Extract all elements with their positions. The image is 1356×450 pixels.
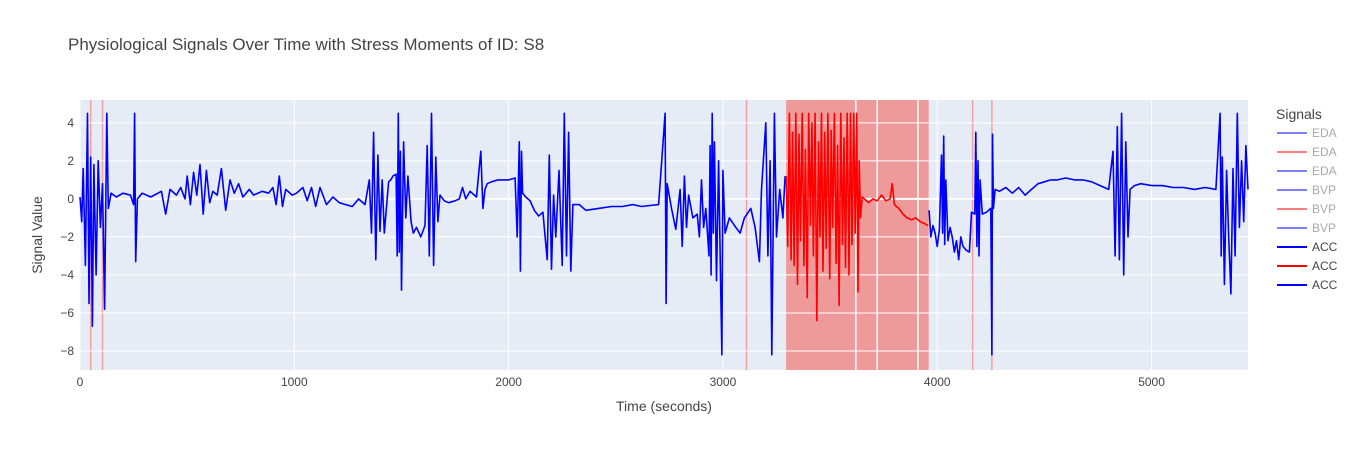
x-axis-ticks: 0 1000 2000 3000 4000 5000	[77, 375, 1166, 389]
x-tick-label: 3000	[710, 375, 737, 389]
legend-item-acc[interactable]: ACC	[1277, 259, 1338, 273]
legend-item-eda[interactable]: EDA	[1277, 164, 1337, 178]
x-tick-label: 0	[77, 375, 84, 389]
legend-item-acc[interactable]: ACC	[1277, 240, 1338, 254]
legend-item-bvp[interactable]: BVP	[1277, 183, 1336, 197]
chart-title: Physiological Signals Over Time with Str…	[68, 35, 544, 54]
legend-label: ACC	[1312, 278, 1338, 292]
y-tick-label: −8	[60, 344, 74, 358]
y-tick-label: −4	[60, 268, 74, 282]
y-axis-title: Signal Value	[29, 196, 45, 274]
legend-label: EDA	[1312, 145, 1337, 159]
legend-item-bvp[interactable]: BVP	[1277, 221, 1336, 235]
y-tick-label: −6	[60, 306, 74, 320]
legend-item-acc[interactable]: ACC	[1277, 278, 1338, 292]
legend-label: ACC	[1312, 240, 1338, 254]
legend-label: EDA	[1312, 164, 1337, 178]
plot-background	[80, 100, 1248, 370]
y-tick-label: −2	[60, 230, 74, 244]
y-axis-ticks: −8 −6 −4 −2 0 2 4	[60, 116, 74, 358]
x-tick-label: 1000	[281, 375, 308, 389]
legend-label: BVP	[1312, 221, 1336, 235]
legend[interactable]: EDA EDA EDA BVP BVP BVP ACC ACC ACC	[1277, 126, 1338, 292]
legend-label: ACC	[1312, 259, 1338, 273]
legend-item-bvp[interactable]: BVP	[1277, 202, 1336, 216]
x-tick-label: 5000	[1138, 375, 1165, 389]
x-axis-title: Time (seconds)	[616, 398, 712, 414]
legend-item-eda[interactable]: EDA	[1277, 126, 1337, 140]
legend-item-eda[interactable]: EDA	[1277, 145, 1337, 159]
legend-label: EDA	[1312, 126, 1337, 140]
legend-label: BVP	[1312, 202, 1336, 216]
x-tick-label: 4000	[924, 375, 951, 389]
legend-title: Signals	[1276, 106, 1322, 122]
y-tick-label: 4	[67, 116, 74, 130]
y-tick-label: 2	[67, 154, 74, 168]
x-tick-label: 2000	[495, 375, 522, 389]
legend-label: BVP	[1312, 183, 1336, 197]
y-tick-label: 0	[67, 192, 74, 206]
